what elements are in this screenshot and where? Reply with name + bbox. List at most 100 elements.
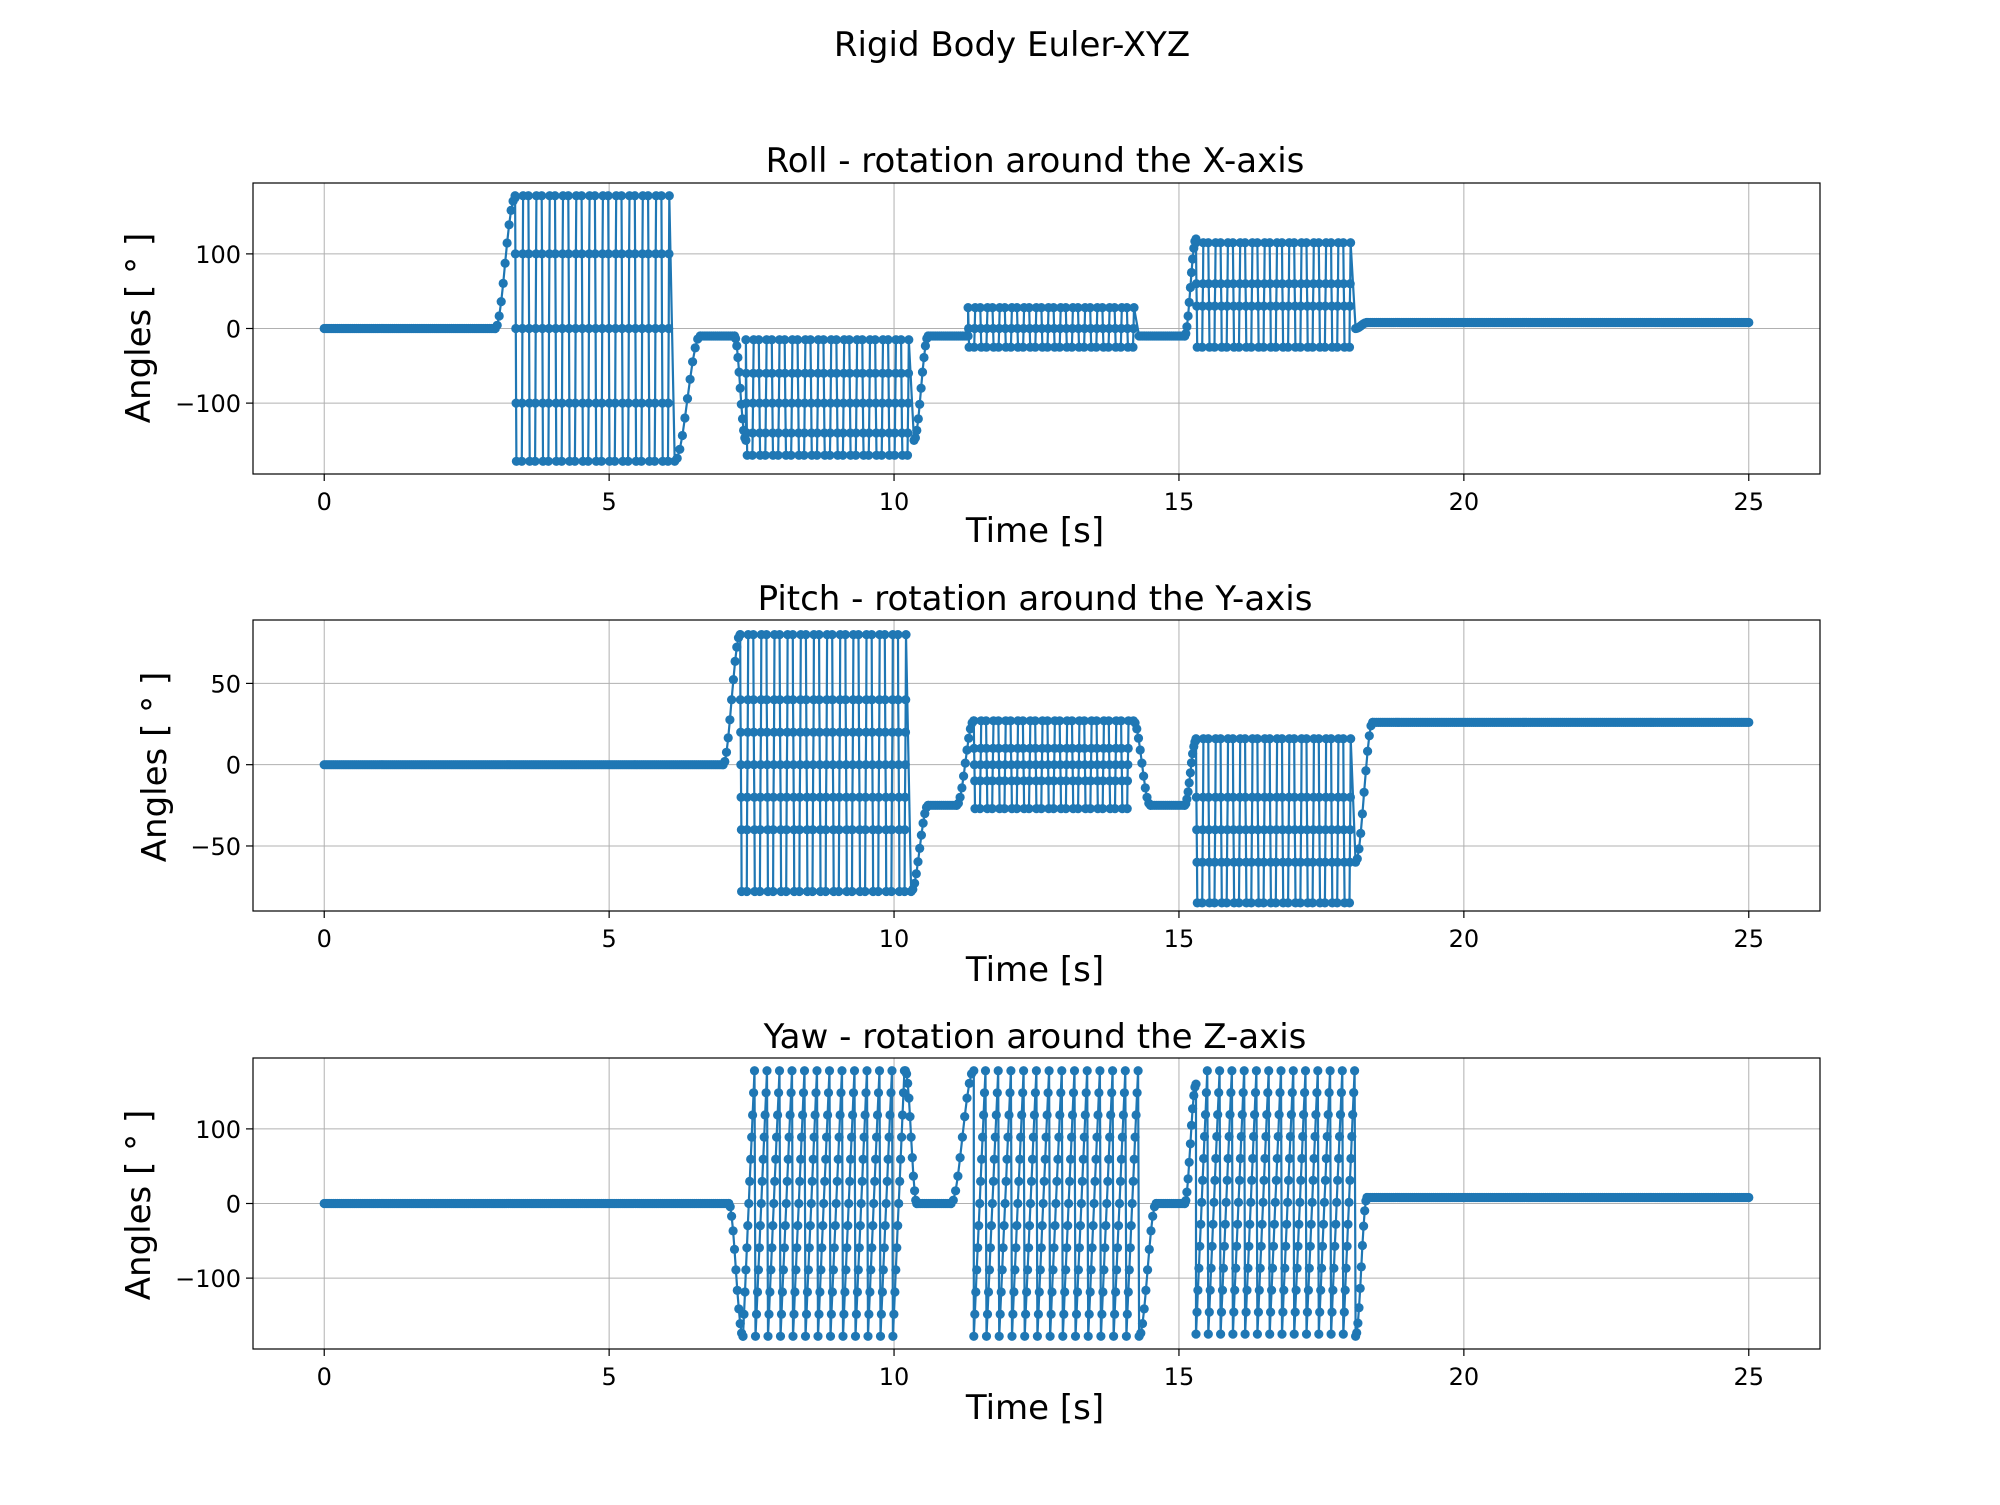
yaw-data-point — [953, 1171, 963, 1181]
yaw-data-point — [1230, 1285, 1240, 1295]
pitch-data-point — [860, 886, 870, 897]
yaw-data-point — [1210, 1175, 1220, 1185]
yaw-data-point — [951, 1186, 961, 1196]
yaw-data-point — [1345, 1175, 1355, 1185]
pitch-data-point — [1222, 857, 1232, 867]
pitch-xlabel: Time [s] — [965, 950, 1104, 990]
pitch-data-point — [867, 630, 877, 640]
yaw-data-point — [850, 1331, 861, 1341]
pitch-data-point — [1049, 804, 1059, 814]
pitch-data-point — [1744, 717, 1754, 728]
roll-data-point — [919, 352, 929, 363]
pitch-data-point — [1110, 804, 1120, 814]
yaw-data-point — [818, 1221, 828, 1231]
pitch-data-point — [880, 630, 890, 640]
yaw-data-point — [1251, 1066, 1261, 1076]
roll-data-point — [584, 398, 594, 408]
yaw-data-point — [948, 1195, 958, 1205]
roll-data-point — [734, 367, 744, 377]
yaw-data-point — [813, 1331, 823, 1341]
roll-data-point — [510, 191, 520, 201]
yaw-data-point — [1044, 1066, 1054, 1076]
yaw-data-point — [782, 1176, 792, 1186]
yaw-data-point — [1055, 1110, 1065, 1120]
yaw-data-point — [1196, 1219, 1206, 1229]
yaw-data-point — [998, 1243, 1008, 1253]
pitch-data-point — [969, 716, 979, 726]
pitch-data-point — [854, 760, 864, 770]
roll-data-point — [754, 398, 765, 408]
yaw-data-point — [1231, 1263, 1241, 1273]
yaw-data-point — [1110, 1309, 1120, 1319]
yaw-data-point — [832, 1176, 842, 1186]
pitch-data-point — [1271, 898, 1281, 908]
yaw-data-point — [1011, 1243, 1021, 1253]
yaw-data-point — [1189, 1090, 1199, 1101]
roll-data-point — [903, 368, 914, 378]
yaw-data-point — [1247, 1175, 1257, 1185]
pitch-data-point — [1085, 804, 1095, 814]
yaw-data-point — [1243, 1263, 1253, 1273]
yaw-data-point — [1254, 1285, 1264, 1295]
yaw-data-point — [1103, 1176, 1113, 1186]
roll-data-point — [793, 398, 803, 408]
roll-data-point — [1314, 238, 1324, 248]
yaw-data-point — [1093, 1110, 1103, 1120]
pitch-data-point — [1320, 898, 1330, 908]
yaw-data-point — [1068, 1088, 1079, 1098]
roll-data-point — [511, 323, 521, 334]
roll-data-point — [1339, 279, 1349, 289]
yaw-data-point — [1014, 1176, 1024, 1186]
yaw-data-point — [1343, 1219, 1353, 1229]
roll-data-point — [917, 367, 928, 377]
yaw-data-point — [1249, 1131, 1259, 1142]
roll-data-point — [877, 428, 887, 438]
pitch-ytick-label: 50 — [210, 670, 241, 698]
yaw-data-point — [864, 1309, 874, 1319]
yaw-data-point — [815, 1287, 825, 1297]
pitch-data-point — [807, 886, 818, 897]
yaw-data-point — [1204, 1307, 1214, 1317]
yaw-data-point — [1224, 1131, 1234, 1142]
pitch-data-point — [814, 695, 824, 705]
yaw-data-point — [753, 1265, 764, 1275]
roll-data-point — [1216, 238, 1226, 248]
yaw-data-point — [834, 1132, 844, 1142]
pitch-data-point — [1197, 857, 1208, 867]
roll-data-point — [544, 398, 554, 408]
pitch-data-point — [782, 760, 792, 770]
roll-ytick-label: −100 — [175, 390, 241, 418]
pitch-data-point — [1037, 776, 1047, 786]
pitch-data-point — [1012, 776, 1022, 786]
pitch-data-point — [1210, 857, 1220, 867]
yaw-data-point — [1316, 1285, 1326, 1295]
yaw-data-point — [742, 1243, 752, 1253]
yaw-data-point — [1066, 1154, 1076, 1164]
pitch-data-point — [815, 727, 825, 737]
roll-data-point — [741, 335, 751, 345]
pitch-data-point — [730, 656, 740, 667]
yaw-data-point — [1038, 1198, 1048, 1209]
yaw-data-point — [1020, 1331, 1030, 1341]
roll-data-point — [624, 323, 634, 334]
yaw-data-point — [775, 1331, 786, 1341]
yaw-data-point — [987, 1198, 998, 1209]
roll-data-point — [1203, 238, 1213, 248]
yaw-data-point — [802, 1287, 813, 1297]
yaw-data-point — [993, 1066, 1003, 1076]
yaw-data-point — [1250, 1110, 1260, 1120]
roll-data-point — [732, 341, 742, 351]
yaw-data-point — [1292, 1263, 1302, 1273]
yaw-data-point — [746, 1154, 756, 1164]
pitch-data-point — [1320, 857, 1330, 867]
yaw-data-point — [1002, 1154, 1012, 1164]
pitch-data-point — [1024, 776, 1034, 786]
yaw-data-point — [1199, 1131, 1210, 1142]
pitch-data-point — [993, 716, 1004, 726]
roll-data-point — [604, 323, 614, 334]
yaw-data-point — [893, 1221, 903, 1231]
roll-data-point — [832, 398, 842, 408]
yaw-data-point — [1105, 1132, 1115, 1142]
yaw-data-point — [1183, 1174, 1193, 1184]
roll-data-point — [531, 323, 541, 334]
